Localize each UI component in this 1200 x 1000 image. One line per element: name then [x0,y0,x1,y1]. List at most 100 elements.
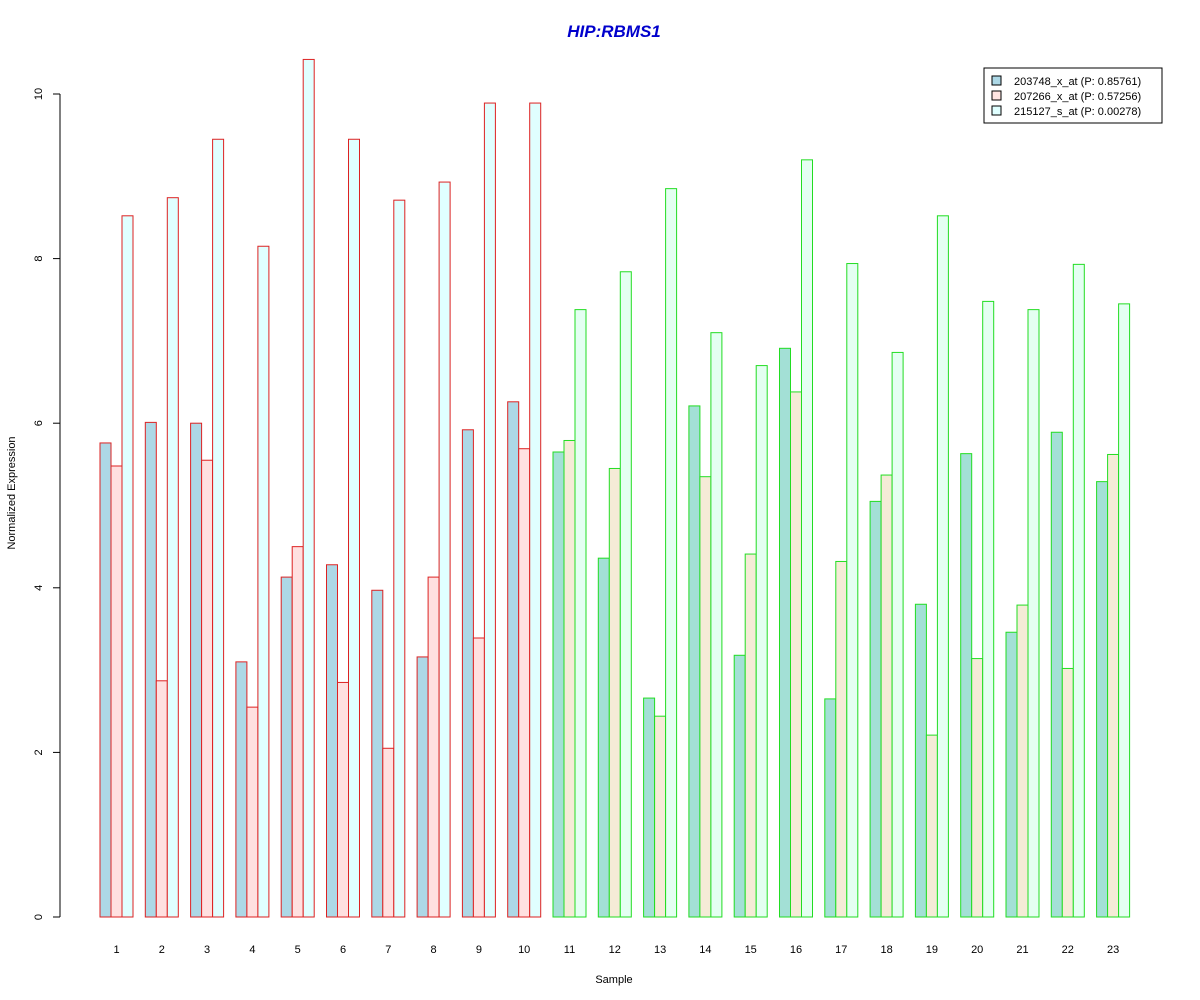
x-tick-label: 1 [113,944,119,956]
legend-label-2: 207266_x_at (P: 0.57256) [1014,91,1141,103]
bar-group-sample-19 [914,215,949,918]
bar-series-2 [563,439,576,918]
bar-series-2 [382,747,395,918]
y-tick-label: 8 [33,256,45,262]
x-tick-label: 11 [564,944,575,956]
y-tick-label: 6 [33,420,45,426]
bar-series-3 [619,271,632,918]
bar-series-3 [936,215,949,918]
bar-series-1 [280,576,293,918]
bar-series-2 [654,715,667,918]
bar-group-sample-17 [824,263,859,918]
bar-series-2 [337,681,349,918]
bar-series-1 [1050,431,1063,918]
x-tick-label: 20 [971,944,983,956]
x-axis-label: Sample [595,974,632,986]
bar-series-3 [1027,309,1040,918]
bar-group-sample-13 [643,188,678,918]
x-tick-label: 21 [1016,944,1028,956]
bar-group-sample-16 [779,159,813,918]
x-tick-label: 6 [340,944,346,956]
bar-series-3 [166,197,179,918]
x-tick-label: 7 [385,944,391,956]
bar-series-1 [190,422,203,918]
bar-series-2 [201,459,214,918]
bar-series-1 [824,698,837,918]
bar-series-1 [597,557,610,918]
x-tick-label: 12 [609,944,621,956]
bar-series-1 [326,564,338,918]
bar-series-1 [552,451,565,918]
bar-series-2 [1061,667,1074,918]
bar-series-3 [1118,303,1131,918]
x-tick-label: 8 [431,944,437,956]
bar-group-sample-4 [235,245,270,918]
legend-swatch-3 [991,105,1002,116]
bar-series-3 [529,102,542,918]
bar-series-2 [427,576,440,918]
bar-series-group [99,58,1131,918]
bar-series-1 [1096,481,1109,918]
bar-series-2 [1107,453,1120,918]
legend-label-1: 203748_x_at (P: 0.85761) [1014,76,1141,88]
bar-series-2 [925,734,938,918]
bar-series-3 [121,215,134,918]
y-axis-label: Normalized Expression [6,436,18,549]
x-tick-label: 2 [159,944,165,956]
bar-series-1 [960,453,973,918]
bar-series-2 [744,553,757,918]
bar-series-1 [461,429,474,918]
legend: 203748_x_at (P: 0.85761) 207266_x_at (P: … [983,67,1163,124]
bar-series-3 [483,102,496,918]
x-tick-label: 4 [249,944,255,956]
legend-swatch-2 [991,90,1002,101]
bar-series-1 [779,347,791,918]
bar-series-2 [880,474,893,918]
x-tick-label: 22 [1062,944,1074,956]
bar-series-2 [472,637,485,918]
y-tick-label: 2 [33,749,45,755]
bar-series-2 [699,476,712,918]
bar-series-3 [801,159,813,918]
x-tick-label: 23 [1107,944,1119,956]
bar-series-3 [891,351,904,918]
bar-series-1 [914,603,927,918]
bar-series-3 [393,199,406,918]
bar-group-sample-1 [99,215,134,918]
bar-series-3 [257,245,270,918]
bar-group-sample-22 [1050,263,1085,918]
bar-group-sample-2 [144,197,179,918]
bar-group-sample-21 [1005,309,1040,918]
bar-group-sample-12 [597,271,632,918]
x-tick-label: 10 [518,944,530,956]
bar-series-1 [371,589,384,918]
bar-series-2 [155,680,168,918]
bar-group-sample-14 [688,332,723,918]
y-tick-label: 4 [33,585,45,591]
bar-series-3 [438,181,451,918]
bar-group-sample-23 [1096,303,1131,918]
legend-swatch-1 [991,75,1002,86]
bar-group-sample-10 [507,102,542,918]
bar-series-2 [835,560,848,918]
bar-series-1 [688,405,701,918]
bar-group-sample-6 [326,138,360,918]
bar-series-1 [507,401,520,918]
bar-series-2 [1016,604,1029,918]
bar-series-1 [416,656,429,918]
bar-group-sample-3 [190,138,225,918]
bar-series-1 [643,697,656,918]
x-tick-label: 19 [926,944,938,956]
legend-label-3: 215127_s_at (P: 0.00278) [1014,106,1141,118]
bar-series-2 [110,465,123,918]
bar-series-3 [755,365,768,918]
bar-series-3 [665,188,678,918]
bar-series-2 [790,391,802,918]
x-tick-label: 15 [745,944,757,956]
bar-series-2 [291,546,304,918]
bar-series-3 [982,300,995,918]
bar-series-3 [574,309,587,918]
x-tick-label: 9 [476,944,482,956]
x-tick-label: 5 [295,944,301,956]
x-tick-label: 16 [790,944,802,956]
